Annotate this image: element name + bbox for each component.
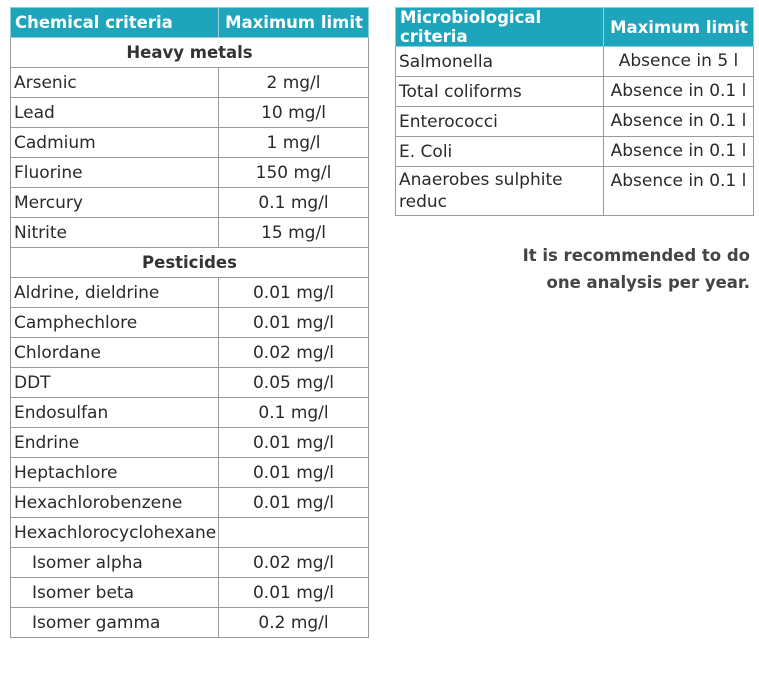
criteria-name: Hexachlorobenzene <box>10 487 219 518</box>
maximum-limit: 2 mg/l <box>218 67 369 98</box>
section-title: Heavy metals <box>10 37 369 68</box>
criteria-name: Aldrine, dieldrine <box>10 277 219 308</box>
table-header-row: Microbiological criteria Maximum limit <box>395 7 754 47</box>
criteria-name: Mercury <box>10 187 219 218</box>
criteria-name: Total coliforms <box>395 76 604 107</box>
maximum-limit: 10 mg/l <box>218 97 369 128</box>
table-row: Enterococci Absence in 0.1 l <box>395 106 754 137</box>
table-row: Lead 10 mg/l <box>10 97 369 128</box>
table-row: Isomer beta 0.01 mg/l <box>10 577 369 608</box>
table-row: Salmonella Absence in 5 l <box>395 46 754 77</box>
table-row: Endosulfan 0.1 mg/l <box>10 397 369 428</box>
table-row: DDT 0.05 mg/l <box>10 367 369 398</box>
criteria-name: Fluorine <box>10 157 219 188</box>
maximum-limit: 0.1 mg/l <box>218 397 369 428</box>
criteria-name: Arsenic <box>10 67 219 98</box>
table-row: Total coliforms Absence in 0.1 l <box>395 76 754 107</box>
table-row: Isomer alpha 0.02 mg/l <box>10 547 369 578</box>
recommendation-note: It is recommended to do one analysis per… <box>480 242 750 296</box>
table-row: Cadmium 1 mg/l <box>10 127 369 158</box>
criteria-name: Lead <box>10 97 219 128</box>
table-row: Heptachlore 0.01 mg/l <box>10 457 369 488</box>
maximum-limit <box>218 517 369 548</box>
criteria-name: Isomer beta <box>10 577 219 608</box>
table-row: Aldrine, dieldrine 0.01 mg/l <box>10 277 369 308</box>
criteria-name: Anaerobes sulphite reduc <box>395 166 604 216</box>
table-row: Arsenic 2 mg/l <box>10 67 369 98</box>
maximum-limit: Absence in 0.1 l <box>603 136 754 167</box>
chemical-criteria-table: Chemical criteria Maximum limit Heavy me… <box>10 7 369 638</box>
maximum-limit: Absence in 0.1 l <box>603 166 754 216</box>
microbiological-criteria-table: Microbiological criteria Maximum limit S… <box>395 7 754 216</box>
maximum-limit: 0.01 mg/l <box>218 487 369 518</box>
criteria-name: Nitrite <box>10 217 219 248</box>
criteria-name: Heptachlore <box>10 457 219 488</box>
criteria-name: Isomer gamma <box>10 607 219 638</box>
column-header-criteria: Microbiological criteria <box>395 7 604 47</box>
microbiological-table-body: Salmonella Absence in 5 l Total coliforms A… <box>395 46 754 216</box>
table-row: Endrine 0.01 mg/l <box>10 427 369 458</box>
criteria-name: Salmonella <box>395 46 604 77</box>
maximum-limit: 0.02 mg/l <box>218 547 369 578</box>
criteria-name: Hexachlorocyclohexane <box>10 517 219 548</box>
table-row: Nitrite 15 mg/l <box>10 217 369 248</box>
criteria-name: Endrine <box>10 427 219 458</box>
note-line-2: one analysis per year. <box>546 273 750 292</box>
section-row: Pesticides <box>10 247 369 278</box>
criteria-name: E. Coli <box>395 136 604 167</box>
table-row: Hexachlorocyclohexane <box>10 517 369 548</box>
table-row: Anaerobes sulphite reduc Absence in 0.1 l <box>395 166 754 216</box>
maximum-limit: 1 mg/l <box>218 127 369 158</box>
criteria-name: Endosulfan <box>10 397 219 428</box>
maximum-limit: 0.05 mg/l <box>218 367 369 398</box>
column-header-criteria: Chemical criteria <box>10 7 219 38</box>
criteria-name: Cadmium <box>10 127 219 158</box>
table-header-row: Chemical criteria Maximum limit <box>10 7 369 38</box>
maximum-limit: 150 mg/l <box>218 157 369 188</box>
criteria-name: Camphechlore <box>10 307 219 338</box>
criteria-name: Isomer alpha <box>10 547 219 578</box>
section-row: Heavy metals <box>10 37 369 68</box>
column-header-limit: Maximum limit <box>603 7 754 47</box>
maximum-limit: Absence in 0.1 l <box>603 76 754 107</box>
maximum-limit: Absence in 0.1 l <box>603 106 754 137</box>
table-row: Fluorine 150 mg/l <box>10 157 369 188</box>
table-row: E. Coli Absence in 0.1 l <box>395 136 754 167</box>
maximum-limit: 15 mg/l <box>218 217 369 248</box>
maximum-limit: 0.2 mg/l <box>218 607 369 638</box>
table-row: Chlordane 0.02 mg/l <box>10 337 369 368</box>
maximum-limit: 0.01 mg/l <box>218 457 369 488</box>
criteria-name: Chlordane <box>10 337 219 368</box>
maximum-limit: 0.01 mg/l <box>218 277 369 308</box>
chemical-table-body: Heavy metals Arsenic 2 mg/l Lead 10 mg/l Cadm… <box>10 37 369 638</box>
column-header-limit: Maximum limit <box>218 7 369 38</box>
table-row: Isomer gamma 0.2 mg/l <box>10 607 369 638</box>
maximum-limit: 0.01 mg/l <box>218 427 369 458</box>
table-row: Hexachlorobenzene 0.01 mg/l <box>10 487 369 518</box>
note-line-1: It is recommended to do <box>522 246 750 265</box>
section-title: Pesticides <box>10 247 369 278</box>
maximum-limit: Absence in 5 l <box>603 46 754 77</box>
criteria-name: DDT <box>10 367 219 398</box>
criteria-name: Enterococci <box>395 106 604 137</box>
table-row: Camphechlore 0.01 mg/l <box>10 307 369 338</box>
maximum-limit: 0.01 mg/l <box>218 307 369 338</box>
table-row: Mercury 0.1 mg/l <box>10 187 369 218</box>
maximum-limit: 0.01 mg/l <box>218 577 369 608</box>
maximum-limit: 0.02 mg/l <box>218 337 369 368</box>
maximum-limit: 0.1 mg/l <box>218 187 369 218</box>
